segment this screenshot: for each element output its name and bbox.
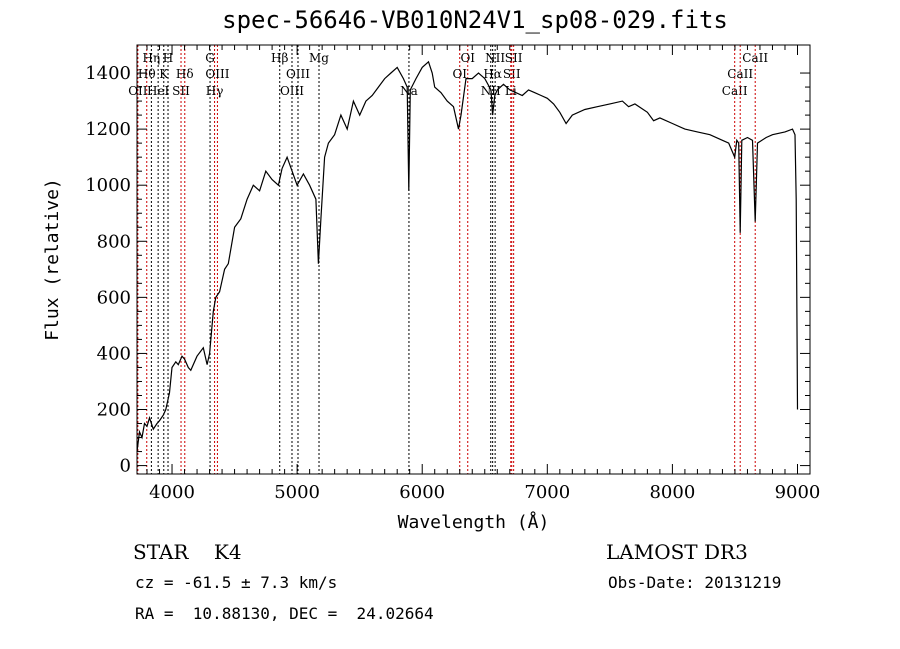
plot-frame <box>136 44 811 475</box>
y-tick-label: 0 <box>120 456 131 477</box>
obs-date: Obs-Date: 20131219 <box>608 573 782 592</box>
coordinates: RA = 10.88130, DEC = 24.02664 <box>135 604 434 623</box>
y-tick-label: 200 <box>97 400 131 421</box>
survey-label: LAMOST DR3 <box>606 540 748 564</box>
y-tick-label: 1000 <box>85 175 131 196</box>
line-label: Na <box>400 84 418 98</box>
line-label: Hη <box>143 51 161 65</box>
y-tick-label: 800 <box>97 231 131 252</box>
line-label: SII <box>172 84 190 98</box>
line-label: Hγ <box>206 84 224 98</box>
line-label: SII <box>505 51 523 65</box>
line-label: CaII <box>727 67 753 81</box>
x-tick-label: 7000 <box>524 482 570 503</box>
y-tick-label: 1400 <box>85 63 131 84</box>
y-tick-label: 1200 <box>85 119 131 140</box>
line-label: Mg <box>309 51 329 65</box>
line-label: H <box>163 51 173 65</box>
x-tick-label: 4000 <box>149 482 195 503</box>
line-label: Hβ <box>271 51 288 65</box>
line-label: OII <box>128 84 148 98</box>
line-label: SII <box>503 67 521 81</box>
line-label: G <box>205 51 215 65</box>
line-label: K <box>159 67 169 81</box>
chart-title: spec-56646-VB010N24V1_sp08-029.fits <box>222 6 728 34</box>
line-label: Hδ <box>176 67 194 81</box>
line-label: OI <box>452 67 467 81</box>
object-class: STAR K4 <box>133 540 242 564</box>
line-label: CaII <box>742 51 768 65</box>
x-tick-label: 5000 <box>274 482 320 503</box>
line-label: Hα <box>483 67 502 81</box>
line-label: HeI <box>147 84 170 98</box>
line-label: Hθ <box>138 67 156 81</box>
spectrum-line <box>136 60 799 452</box>
line-label: OIII <box>280 84 304 98</box>
redshift-text: cz = -61.5 ± 7.3 km/s <box>135 573 338 592</box>
y-tick-label: 600 <box>97 287 131 308</box>
x-tick-label: 8000 <box>649 482 695 503</box>
line-label: CaII <box>722 84 748 98</box>
x-tick-label: 6000 <box>399 482 445 503</box>
line-label: OI <box>460 51 475 65</box>
y-axis-label: Flux (relative) <box>42 178 63 341</box>
y-tick-label: 400 <box>97 343 131 364</box>
line-label: OIII <box>286 67 310 81</box>
x-axis-label: Wavelength (Å) <box>398 511 550 533</box>
x-tick-label: 9000 <box>775 482 821 503</box>
line-label: NII <box>485 51 505 65</box>
line-label: OIII <box>205 67 229 81</box>
